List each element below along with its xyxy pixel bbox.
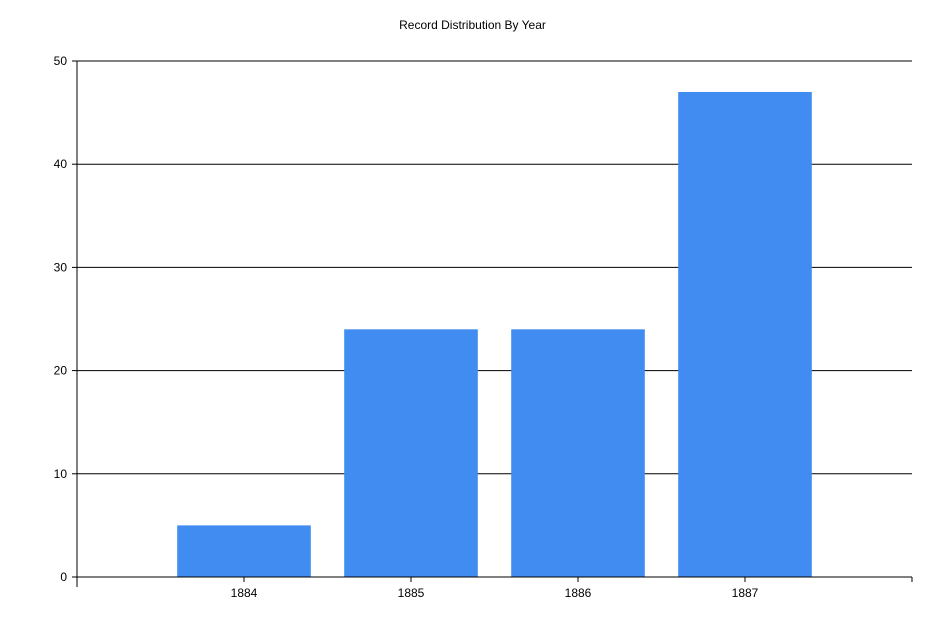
y-tick-label: 20	[54, 364, 68, 378]
x-tick-label: 1885	[398, 586, 425, 600]
bar-1887	[678, 91, 812, 578]
x-tick-label: 1884	[231, 586, 258, 600]
y-tick-label: 50	[54, 54, 68, 68]
y-tick-label: 30	[54, 260, 68, 274]
bars	[177, 91, 812, 578]
bar-1885	[344, 329, 478, 577]
x-tick-label: 1887	[732, 586, 759, 600]
y-tick-label: 10	[54, 467, 68, 481]
y-tick-label: 0	[60, 570, 67, 584]
y-tick-labels: 0 10 20 30 40 50	[54, 54, 68, 584]
axes	[72, 60, 913, 587]
y-tick-label: 40	[54, 157, 68, 171]
x-tick-label: 1886	[565, 586, 592, 600]
bar-1884	[177, 525, 311, 577]
chart-title: Record Distribution By Year	[399, 18, 546, 32]
bar-1886	[511, 329, 645, 577]
x-tick-labels: 1884 1885 1886 1887	[231, 586, 759, 600]
